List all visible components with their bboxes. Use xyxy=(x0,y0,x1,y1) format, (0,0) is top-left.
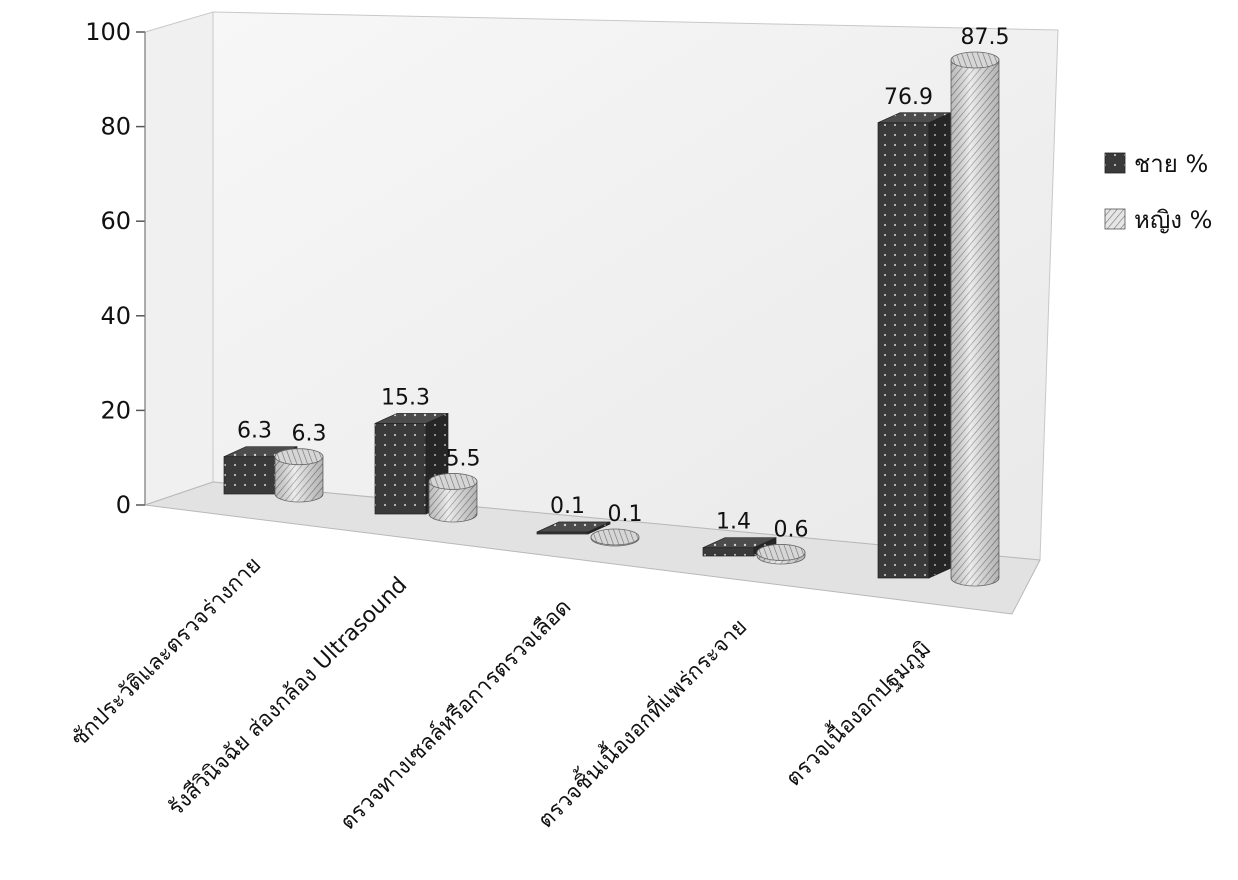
side-wall xyxy=(144,11,214,506)
bar-series xyxy=(223,51,1000,587)
data-label-male-2: 0.1 xyxy=(550,494,585,519)
bar-male-2 xyxy=(536,521,611,535)
bar-female-3 xyxy=(756,544,806,565)
data-label-female-3: 0.6 xyxy=(774,517,809,542)
data-label-male-0: 6.3 xyxy=(237,419,272,444)
y-axis: 0 20 40 60 80 100 xyxy=(85,18,146,519)
y-tick-label: 40 xyxy=(100,302,131,330)
bar-female-4-top xyxy=(950,51,1000,69)
legend-label-male: ชาย % xyxy=(1134,150,1208,178)
data-label-male-1: 15.3 xyxy=(381,385,430,410)
bar-female-2 xyxy=(590,528,640,547)
bar-female-3-top xyxy=(756,544,806,561)
data-labels: 6.3 6.3 15.3 5.5 0.1 0.1 1.4 0.6 76.9 87.5 xyxy=(237,25,1009,542)
bar-female-1-top xyxy=(428,473,478,490)
y-tick-label: 60 xyxy=(100,207,131,235)
bar-female-1-shade xyxy=(429,481,477,522)
y-tick-label: 20 xyxy=(100,396,131,424)
data-label-male-4: 76.9 xyxy=(884,85,933,110)
bar-male-4 xyxy=(877,112,952,579)
bar-female-1 xyxy=(428,473,478,523)
data-label-female-1: 5.5 xyxy=(446,446,481,471)
bar-female-4-shade xyxy=(951,60,999,586)
legend-label-female: หญิง % xyxy=(1134,206,1212,234)
legend-swatch-male xyxy=(1104,152,1126,174)
bar-male-3-front xyxy=(702,547,755,557)
data-label-female-2: 0.1 xyxy=(608,502,643,527)
bar-male-4-side xyxy=(928,112,952,579)
bar-female-4 xyxy=(950,51,1000,587)
bar-male-3-top xyxy=(702,537,777,549)
x-category-label-3: ตรวจชิ้นเนื้องอกที่แพร่กระจาย xyxy=(531,612,753,834)
x-category-label-0: ซักประวัติและตรวจร่างกาย xyxy=(67,553,266,752)
data-label-female-4: 87.5 xyxy=(961,25,1010,50)
bar-female-0-shade xyxy=(275,456,323,502)
x-category-label-4: ตรวจเนื้องอกปฐมภูมิ xyxy=(779,634,937,792)
legend-swatch-female xyxy=(1104,208,1126,230)
data-label-female-0: 6.3 xyxy=(292,422,327,447)
legend: ชาย % หญิง % xyxy=(1104,150,1212,234)
bar-male-2-top xyxy=(536,521,611,533)
bar-female-2-top xyxy=(590,528,640,546)
y-tick-label: 0 xyxy=(116,491,131,519)
data-label-male-3: 1.4 xyxy=(716,510,751,535)
bar-male-4-front xyxy=(877,122,930,579)
floor xyxy=(144,481,1041,615)
bar-female-0 xyxy=(274,448,324,503)
bar-female-0-top xyxy=(274,448,324,466)
y-tick-label: 80 xyxy=(100,113,131,141)
bar-male-1-front xyxy=(374,423,427,515)
y-tick-label: 100 xyxy=(85,18,131,46)
bar-male-0-front xyxy=(223,456,276,495)
bar-male-1-top xyxy=(374,413,449,424)
